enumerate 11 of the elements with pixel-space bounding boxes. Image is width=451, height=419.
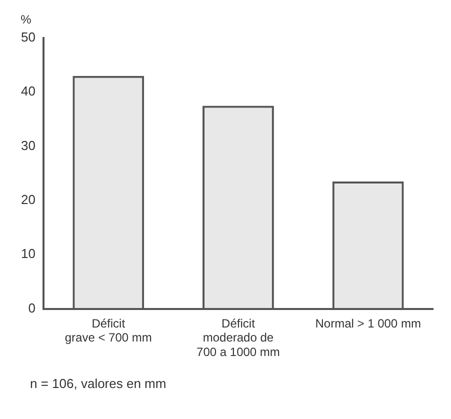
y-tick-label: 10: [20, 246, 36, 262]
y-tick-label: 50: [20, 30, 36, 45]
text: n = 106, valores en mm: [30, 376, 168, 391]
x-tick-label: Normal > 1 000 mm: [315, 316, 421, 330]
y-tick-label: 40: [20, 84, 36, 99]
y-tick-label: 0: [28, 300, 36, 316]
y-tick-label: 30: [20, 138, 36, 153]
x-tick-label: Déficit grave < 700 mm: [64, 316, 152, 345]
x-tick-label: Déficit moderado de 700 a 1000 mm: [196, 316, 280, 360]
y-tick-label: 20: [20, 192, 36, 208]
y-axis-title: %: [20, 12, 32, 26]
